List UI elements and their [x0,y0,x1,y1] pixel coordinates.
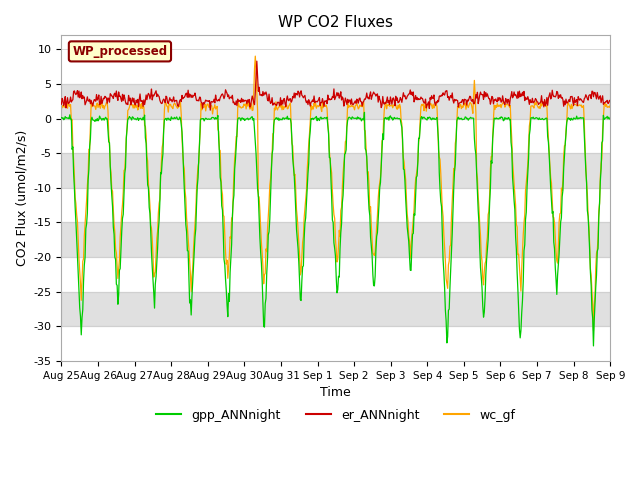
gpp_ANNnight [360,109,368,115]
wc_gf [67,118,75,123]
Line: wc_gf: wc_gf [61,56,611,331]
er_ANNnight [67,99,75,105]
gpp_ANNnight [58,115,65,120]
gpp_ANNnight [589,343,597,349]
wc_gf [403,211,411,217]
wc_gf [589,328,597,334]
wc_gf [58,107,65,112]
er_ANNnight [420,100,428,106]
wc_gf [607,102,614,108]
er_ANNnight [58,101,65,107]
X-axis label: Time: Time [321,386,351,399]
Text: WP_processed: WP_processed [72,45,168,58]
gpp_ANNnight [419,115,427,120]
Y-axis label: CO2 Flux (umol/m2/s): CO2 Flux (umol/m2/s) [15,130,28,266]
er_ANNnight [209,99,217,105]
Legend: gpp_ANNnight, er_ANNnight, wc_gf: gpp_ANNnight, er_ANNnight, wc_gf [152,404,520,427]
gpp_ANNnight [67,116,75,122]
gpp_ANNnight [180,168,188,174]
wc_gf [419,101,427,107]
gpp_ANNnight [124,116,132,122]
Bar [61,153,611,188]
wc_gf [124,108,132,113]
Bar [61,223,611,257]
gpp_ANNnight [403,224,411,230]
gpp_ANNnight [607,116,614,122]
Line: er_ANNnight: er_ANNnight [61,61,611,110]
er_ANNnight [180,95,188,100]
er_ANNnight [124,102,132,108]
gpp_ANNnight [209,115,216,120]
wc_gf [252,53,259,59]
wc_gf [209,111,216,117]
er_ANNnight [404,92,412,98]
er_ANNnight [207,107,214,113]
wc_gf [180,162,188,168]
er_ANNnight [607,98,614,104]
Bar [61,84,611,119]
er_ANNnight [253,58,260,64]
Bar [61,292,611,326]
Title: WP CO2 Fluxes: WP CO2 Fluxes [278,15,394,30]
Line: gpp_ANNnight: gpp_ANNnight [61,112,611,346]
